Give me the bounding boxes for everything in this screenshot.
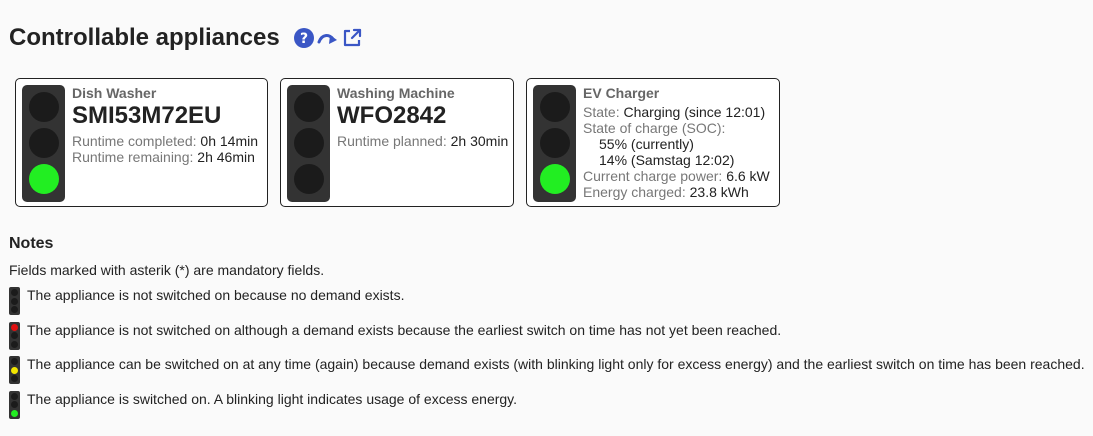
traffic-light [287, 85, 330, 202]
soc-target: 14% (Samstag 12:02) [599, 152, 735, 168]
info-label: Runtime completed: [72, 133, 197, 149]
legend-row-red: The appliance is not switched on althoug… [9, 321, 1089, 357]
energy-label: Energy charged: [583, 184, 686, 200]
page-header: Controllable appliances ? [9, 24, 363, 52]
info-value: 2h 46min [197, 149, 255, 165]
power-label: Current charge power: [583, 168, 723, 184]
lamp-yellow [294, 128, 324, 158]
state-value: Charging (since 12:01) [623, 104, 766, 120]
appliance-type: Dish Washer [72, 85, 157, 101]
info-row: Runtime planned: 2h 30min [337, 133, 509, 149]
lamp-yellow [540, 128, 570, 158]
page-title: Controllable appliances [9, 24, 280, 51]
help-icon[interactable]: ? [293, 27, 315, 49]
mini-traffic-light-icon [9, 356, 20, 384]
legend-text: The appliance is switched on. A blinking… [27, 390, 518, 407]
mandatory-note: Fields marked with asterik (*) are manda… [9, 262, 325, 278]
state-label: State: [583, 104, 620, 120]
lamp-red [294, 92, 324, 122]
mini-traffic-light-icon [9, 321, 20, 350]
title-icons: ? [293, 27, 363, 49]
legend-text: The appliance is not switched on because… [27, 287, 405, 303]
legend-text: The appliance can be switched on at any … [27, 356, 1085, 372]
card-body: EV Charger State: Charging (since 12:01)… [583, 85, 775, 200]
mini-traffic-light-icon [9, 287, 20, 315]
soc-label: State of charge (SOC): [583, 120, 726, 136]
appliance-list: Dish Washer SMI53M72EU Runtime completed… [15, 78, 792, 207]
legend-row-yellow: The appliance can be switched on at any … [9, 356, 1089, 391]
appliance-card-washing-machine[interactable]: Washing Machine WFO2842 Runtime planned:… [280, 78, 514, 207]
info-value: 0h 14min [200, 133, 258, 149]
legend-text: The appliance is not switched on althoug… [27, 321, 782, 338]
traffic-light [533, 85, 576, 202]
state-row: State: Charging (since 12:01) [583, 104, 775, 120]
traffic-light [22, 85, 65, 202]
info-row: Runtime remaining: 2h 46min [72, 149, 263, 165]
appliance-card-dish-washer[interactable]: Dish Washer SMI53M72EU Runtime completed… [15, 78, 268, 207]
svg-text:?: ? [300, 31, 308, 47]
lamp-yellow [29, 128, 59, 158]
legend-row-off: The appliance is not switched on because… [9, 287, 1089, 322]
lamp-green [29, 164, 59, 194]
info-row: Runtime completed: 0h 14min [72, 133, 263, 149]
power-value: 6.6 kW [726, 168, 770, 184]
notes-title: Notes [9, 235, 54, 252]
info-label: Runtime remaining: [72, 149, 194, 165]
lamp-green [540, 164, 570, 194]
card-body: Dish Washer SMI53M72EU Runtime completed… [72, 85, 263, 165]
card-body: Washing Machine WFO2842 Runtime planned:… [337, 85, 509, 149]
lamp-red [29, 92, 59, 122]
notes-section: Notes Fields marked with asterik (*) are… [9, 235, 1089, 425]
mini-traffic-light-icon [9, 390, 20, 419]
power-row: Current charge power: 6.6 kW [583, 168, 775, 184]
energy-row: Energy charged: 23.8 kWh [583, 184, 775, 200]
appliance-card-ev-charger[interactable]: EV Charger State: Charging (since 12:01)… [526, 78, 780, 207]
info-value: 2h 30min [450, 133, 509, 149]
forward-arrow-icon[interactable] [316, 27, 340, 49]
appliance-model: SMI53M72EU [72, 102, 222, 129]
external-link-icon[interactable] [341, 27, 363, 49]
appliance-model: WFO2842 [337, 102, 447, 129]
lamp-red [540, 92, 570, 122]
lamp-green [294, 164, 324, 194]
legend-row-green: The appliance is switched on. A blinking… [9, 390, 1089, 426]
energy-value: 23.8 kWh [689, 184, 749, 200]
info-label: Runtime planned: [337, 133, 447, 149]
appliance-type: EV Charger [583, 85, 660, 101]
appliance-type: Washing Machine [337, 85, 455, 101]
soc-current: 55% (currently) [599, 136, 694, 152]
